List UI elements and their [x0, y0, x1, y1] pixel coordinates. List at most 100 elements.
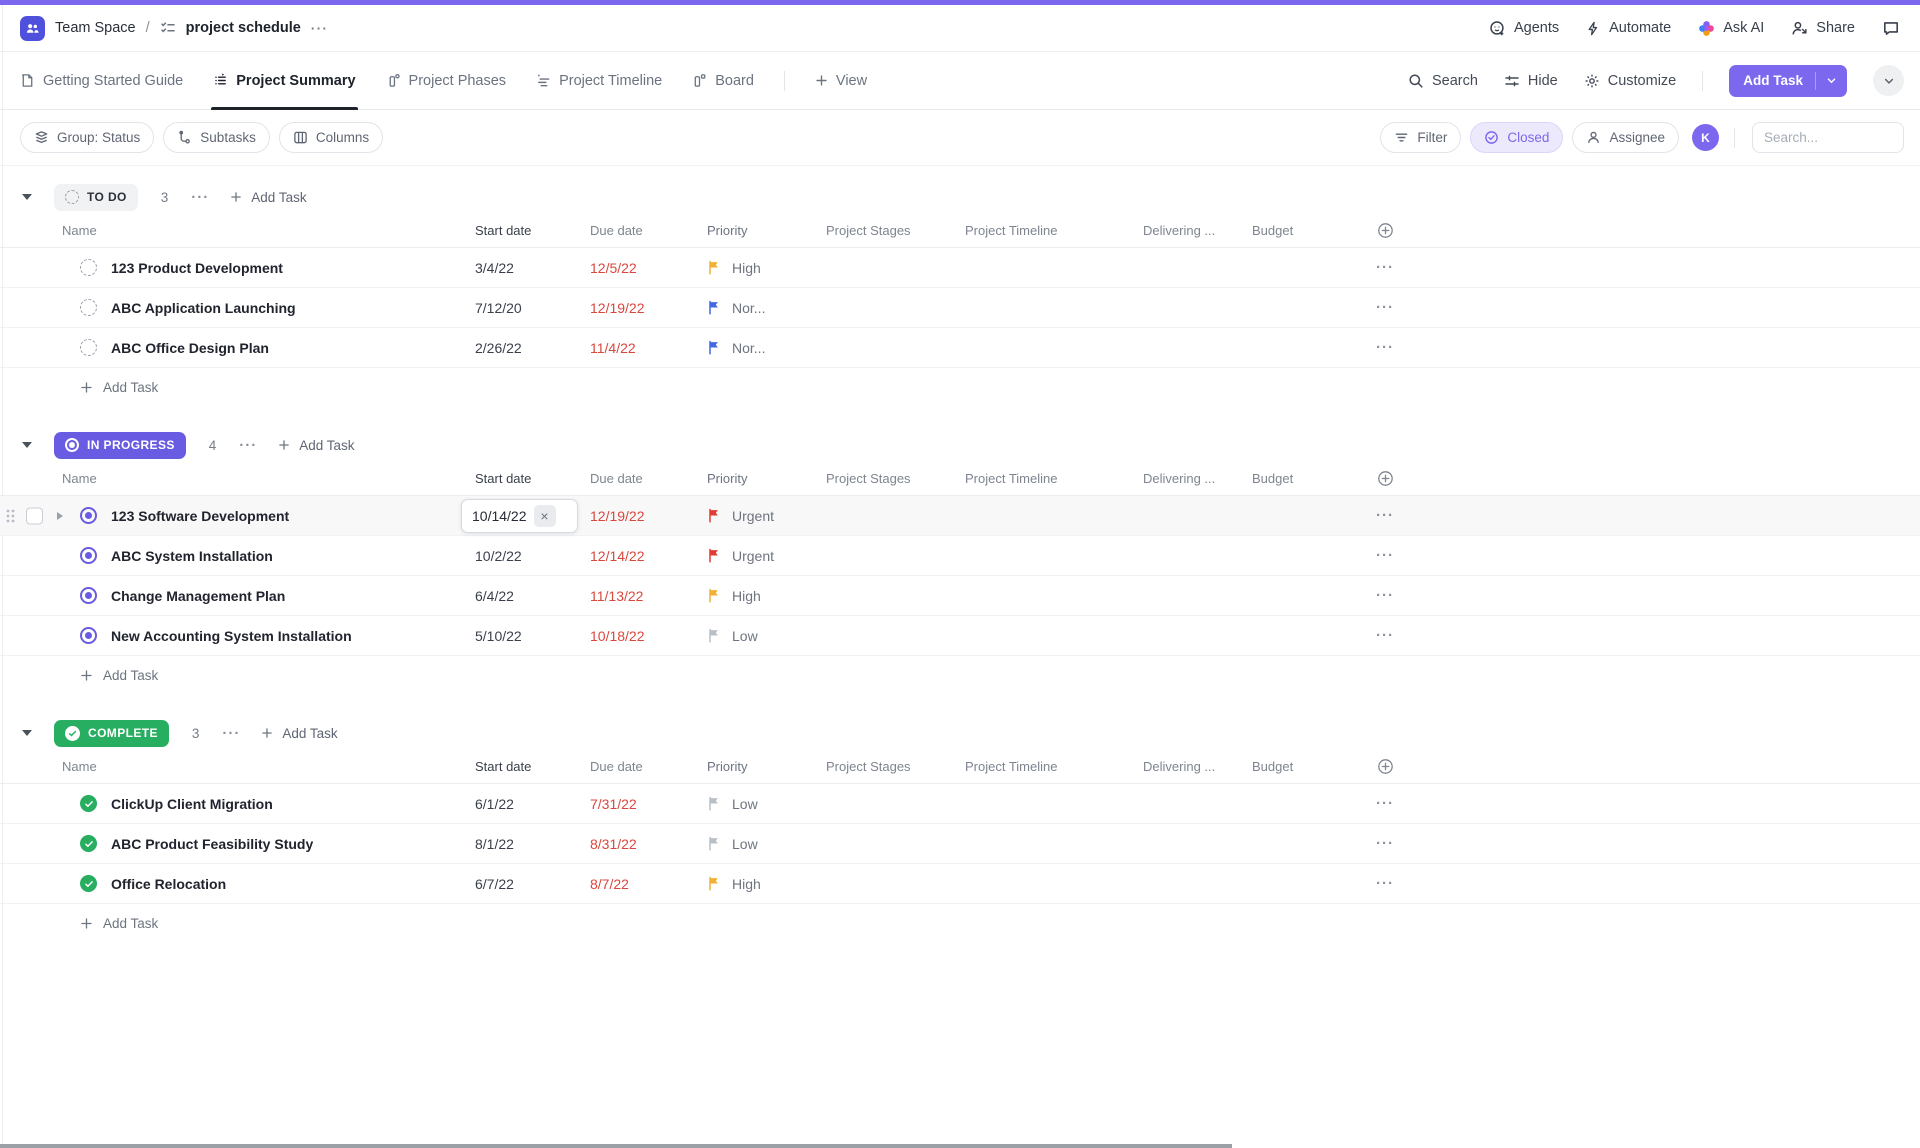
- group-add-task-button[interactable]: Add Task: [230, 190, 307, 205]
- page-more-button[interactable]: ···: [310, 20, 329, 36]
- page-title[interactable]: project schedule: [185, 20, 301, 36]
- task-name[interactable]: Office Relocation: [111, 875, 227, 892]
- status-badge-in-progress[interactable]: IN PROGRESS: [54, 431, 186, 459]
- priority-cell[interactable]: High: [707, 876, 826, 892]
- task-name[interactable]: ABC System Installation: [111, 547, 273, 564]
- start-date-cell[interactable]: 5/10/22: [475, 627, 522, 644]
- row-menu-button[interactable]: ···: [1376, 299, 1394, 316]
- columns-pill[interactable]: Columns: [278, 122, 384, 153]
- automate-button[interactable]: Automate: [1586, 20, 1671, 36]
- row-menu-button[interactable]: ···: [1376, 547, 1394, 564]
- due-date-cell[interactable]: 12/14/22: [590, 547, 645, 564]
- due-date-cell[interactable]: 12/19/22: [590, 507, 645, 524]
- status-todo-icon[interactable]: [80, 299, 97, 316]
- priority-cell[interactable]: Low: [707, 628, 826, 644]
- start-date-cell[interactable]: 2/26/22: [475, 339, 522, 356]
- table-row-selected[interactable]: 123 Software Development 10/14/22 × 12/1…: [0, 496, 1920, 536]
- tab-project-phases[interactable]: Project Phases: [386, 52, 506, 109]
- column-priority[interactable]: Priority: [707, 759, 748, 774]
- due-date-cell[interactable]: 8/31/22: [590, 835, 637, 852]
- tab-project-summary[interactable]: Project Summary: [211, 52, 358, 110]
- due-date-cell[interactable]: 11/4/22: [590, 339, 636, 356]
- status-badge-complete[interactable]: COMPLETE: [54, 719, 169, 747]
- group-menu-button[interactable]: ···: [239, 436, 258, 454]
- list-search-input[interactable]: [1752, 122, 1904, 153]
- status-in-progress-icon[interactable]: [80, 587, 97, 604]
- task-name[interactable]: 123 Product Development: [111, 259, 283, 276]
- row-menu-button[interactable]: ···: [1376, 259, 1394, 276]
- status-in-progress-icon[interactable]: [80, 547, 97, 564]
- status-complete-icon[interactable]: [80, 795, 97, 812]
- task-name[interactable]: ABC Product Feasibility Study: [111, 835, 314, 852]
- breadcrumb-space[interactable]: Team Space: [55, 20, 136, 36]
- start-date-cell[interactable]: 6/1/22: [475, 795, 514, 812]
- due-date-cell[interactable]: 12/19/22: [590, 299, 645, 316]
- clear-date-button[interactable]: ×: [533, 504, 556, 527]
- status-todo-icon[interactable]: [80, 339, 97, 356]
- column-budget[interactable]: Budget: [1252, 471, 1294, 486]
- column-delivering[interactable]: Delivering ...: [1143, 759, 1216, 774]
- column-delivering[interactable]: Delivering ...: [1143, 223, 1216, 238]
- column-project-stages[interactable]: Project Stages: [826, 471, 911, 486]
- filter-pill[interactable]: Filter: [1380, 122, 1462, 153]
- column-budget[interactable]: Budget: [1252, 223, 1294, 238]
- column-project-timeline[interactable]: Project Timeline: [965, 471, 1058, 486]
- column-project-stages[interactable]: Project Stages: [826, 223, 911, 238]
- closed-pill[interactable]: Closed: [1470, 122, 1564, 153]
- tab-project-timeline[interactable]: Project Timeline: [536, 52, 662, 109]
- comments-button[interactable]: [1882, 19, 1900, 37]
- assignee-pill[interactable]: Assignee: [1572, 122, 1679, 153]
- priority-cell[interactable]: Urgent: [707, 548, 826, 564]
- add-task-row[interactable]: Add Task: [0, 904, 1920, 942]
- hide-button[interactable]: Hide: [1504, 73, 1558, 89]
- due-date-cell[interactable]: 11/13/22: [590, 587, 644, 604]
- row-menu-button[interactable]: ···: [1376, 339, 1394, 356]
- date-editor-value[interactable]: 10/14/22: [472, 507, 527, 524]
- task-name[interactable]: ClickUp Client Migration: [111, 795, 273, 812]
- status-in-progress-icon[interactable]: [80, 507, 97, 524]
- add-column-button[interactable]: [1377, 470, 1394, 487]
- row-menu-button[interactable]: ···: [1376, 835, 1394, 852]
- table-row[interactable]: Change Management Plan 6/4/22 11/13/22 H…: [0, 576, 1920, 616]
- group-menu-button[interactable]: ···: [222, 724, 241, 742]
- views-expand-button[interactable]: [1873, 65, 1904, 96]
- user-avatar[interactable]: K: [1692, 124, 1719, 151]
- agents-button[interactable]: Agents: [1489, 20, 1559, 37]
- priority-cell[interactable]: Low: [707, 836, 826, 852]
- table-row[interactable]: ABC Product Feasibility Study 8/1/22 8/3…: [0, 824, 1920, 864]
- task-name[interactable]: New Accounting System Installation: [111, 627, 352, 644]
- column-start-date[interactable]: Start date: [475, 759, 532, 774]
- add-column-button[interactable]: [1377, 222, 1394, 239]
- column-due-date[interactable]: Due date: [590, 471, 643, 486]
- start-date-cell[interactable]: 3/4/22: [475, 259, 514, 276]
- due-date-cell[interactable]: 8/7/22: [590, 875, 629, 892]
- row-menu-button[interactable]: ···: [1376, 507, 1394, 524]
- table-row[interactable]: ClickUp Client Migration 6/1/22 7/31/22 …: [0, 784, 1920, 824]
- status-complete-icon[interactable]: [80, 875, 97, 892]
- due-date-cell[interactable]: 7/31/22: [590, 795, 637, 812]
- tab-getting-started-guide[interactable]: Getting Started Guide: [20, 52, 183, 109]
- task-name[interactable]: 123 Software Development: [111, 507, 290, 524]
- due-date-cell[interactable]: 10/18/22: [590, 627, 645, 644]
- column-priority[interactable]: Priority: [707, 471, 748, 486]
- column-delivering[interactable]: Delivering ...: [1143, 471, 1216, 486]
- column-due-date[interactable]: Due date: [590, 223, 643, 238]
- start-date-cell[interactable]: 8/1/22: [475, 835, 514, 852]
- row-menu-button[interactable]: ···: [1376, 587, 1394, 604]
- add-task-button[interactable]: Add Task: [1729, 64, 1847, 97]
- table-row[interactable]: 123 Product Development 3/4/22 12/5/22 H…: [0, 248, 1920, 288]
- start-date-cell[interactable]: 7/12/20: [475, 299, 522, 316]
- tab-board[interactable]: Board: [692, 52, 754, 109]
- subtasks-pill[interactable]: Subtasks: [163, 122, 270, 153]
- priority-cell[interactable]: Urgent: [707, 508, 826, 524]
- ask-ai-button[interactable]: Ask AI: [1698, 20, 1764, 37]
- priority-cell[interactable]: Low: [707, 796, 826, 812]
- status-complete-icon[interactable]: [80, 835, 97, 852]
- column-name[interactable]: Name: [62, 471, 97, 486]
- start-date-cell[interactable]: 10/2/22: [475, 547, 522, 564]
- task-name[interactable]: ABC Office Design Plan: [111, 339, 269, 356]
- table-row[interactable]: ABC System Installation 10/2/22 12/14/22…: [0, 536, 1920, 576]
- column-priority[interactable]: Priority: [707, 223, 748, 238]
- share-button[interactable]: Share: [1791, 20, 1855, 37]
- column-project-timeline[interactable]: Project Timeline: [965, 223, 1058, 238]
